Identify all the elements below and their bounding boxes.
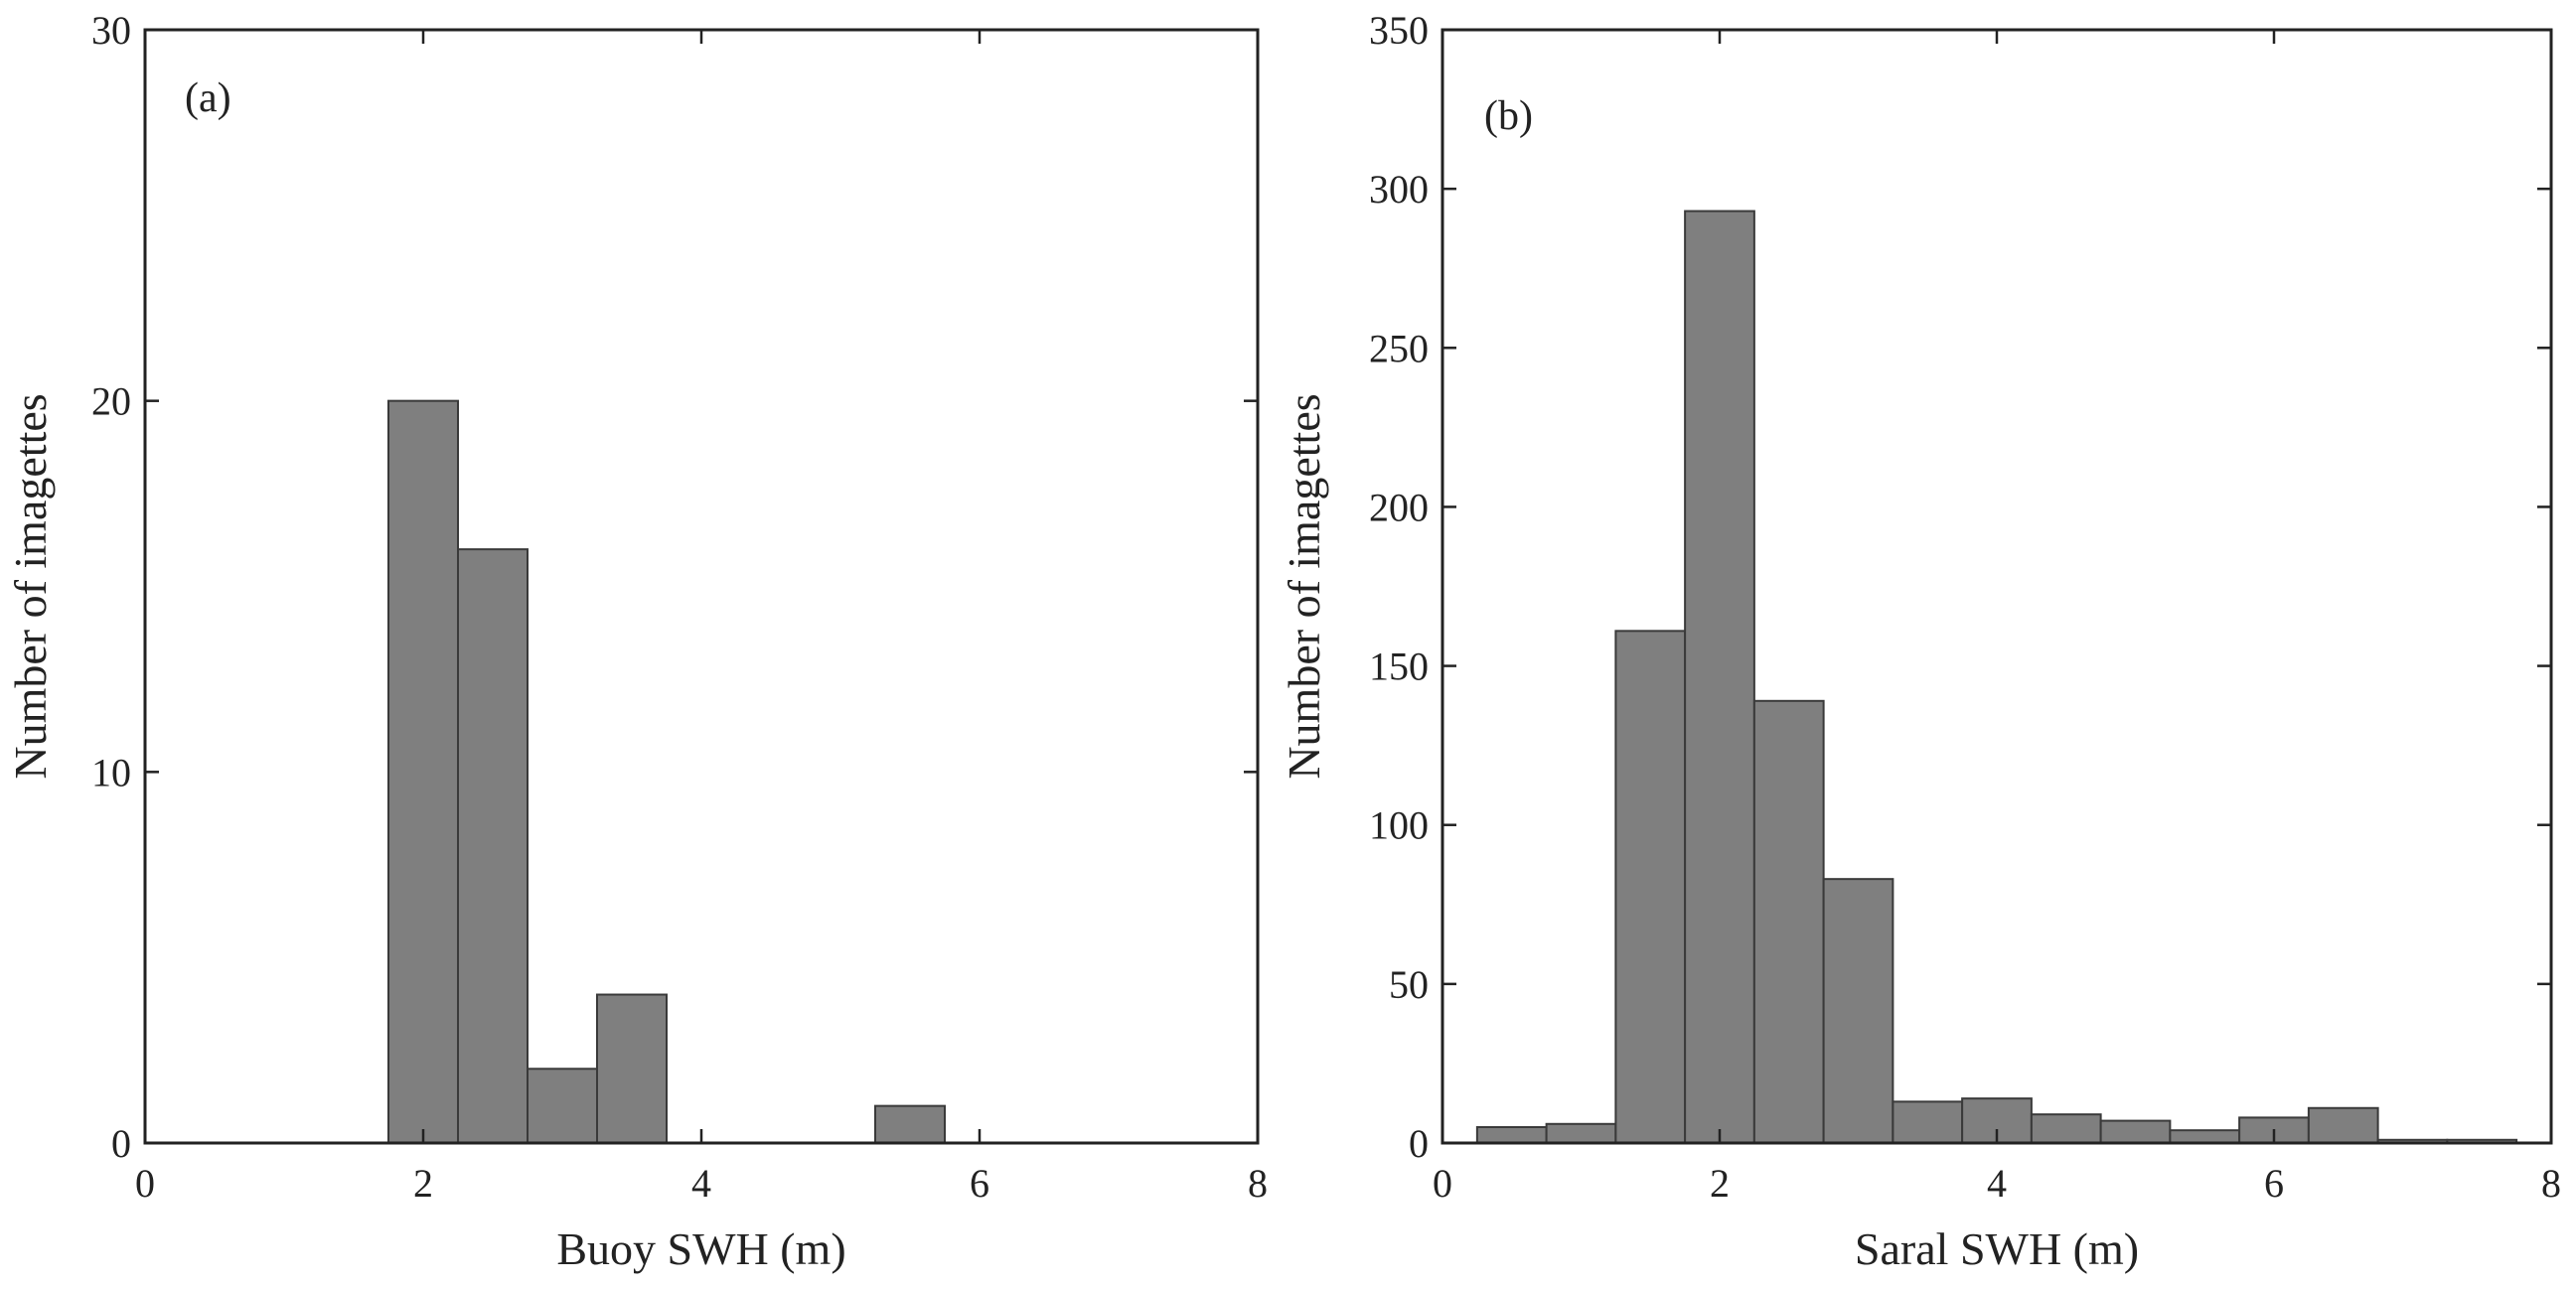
histogram-bar xyxy=(1752,699,1825,1144)
panel-label: (a) xyxy=(185,75,231,121)
histogram-bar xyxy=(457,548,529,1144)
histogram-bar xyxy=(1545,1122,1617,1144)
x-tick-label: 2 xyxy=(413,1161,433,1206)
y-tick-label: 30 xyxy=(91,8,131,53)
histogram-bar xyxy=(527,1068,598,1145)
histogram-bar xyxy=(2307,1106,2379,1144)
histogram-bar xyxy=(387,399,459,1144)
histogram-bar xyxy=(1614,630,1687,1144)
histogram-bar xyxy=(1822,878,1894,1144)
y-tick-label: 10 xyxy=(91,750,131,794)
panel-b: 0 2 4 6 8 0 50 100 150 200 250 300 350 Saral SWH (m) N… xyxy=(1279,8,2561,1274)
y-tick-label: 100 xyxy=(1369,803,1429,848)
panel-a: 0 2 4 6 8 0 10 20 30 Buoy SWH (m) Number of imaget… xyxy=(5,8,1268,1274)
histogram-bar xyxy=(2099,1119,2172,1144)
y-tick-label: 350 xyxy=(1369,8,1429,53)
x-tick-label: 8 xyxy=(2541,1161,2561,1206)
y-tick-label: 20 xyxy=(91,379,131,424)
y-tick-label: 200 xyxy=(1369,485,1429,529)
x-tick-label: 0 xyxy=(135,1161,155,1206)
x-tick-label: 6 xyxy=(970,1161,989,1206)
y-tick-label: 0 xyxy=(1409,1121,1429,1166)
histogram-bar xyxy=(1892,1100,1964,1145)
x-axis-label: Buoy SWH (m) xyxy=(556,1223,845,1274)
y-tick-label: 0 xyxy=(111,1121,131,1166)
histogram-bar xyxy=(1684,210,1755,1144)
histogram-bar xyxy=(2169,1129,2241,1145)
y-tick-label: 150 xyxy=(1369,644,1429,689)
y-tick-label: 300 xyxy=(1369,167,1429,212)
histogram-bar xyxy=(874,1104,946,1144)
panel-label: (b) xyxy=(1484,93,1533,139)
axes-frame xyxy=(143,28,1260,1145)
x-tick-label: 4 xyxy=(691,1161,711,1206)
y-axis-label: Number of imagettes xyxy=(5,393,56,779)
axes-frame xyxy=(1440,28,2553,1145)
x-tick-label: 8 xyxy=(1248,1161,1268,1206)
y-tick-label: 250 xyxy=(1369,326,1429,370)
histogram-bar xyxy=(2030,1113,2102,1145)
y-axis-label: Number of imagettes xyxy=(1279,393,1329,779)
x-axis-label: Saral SWH (m) xyxy=(1855,1223,2139,1274)
y-tick-label: 50 xyxy=(1389,962,1429,1007)
x-tick-label: 4 xyxy=(1987,1161,2007,1206)
x-tick-label: 0 xyxy=(1433,1161,1452,1206)
histogram-bar xyxy=(596,993,668,1144)
x-tick-label: 6 xyxy=(2264,1161,2284,1206)
histogram-bar xyxy=(1475,1125,1548,1145)
x-tick-label: 2 xyxy=(1710,1161,1730,1206)
